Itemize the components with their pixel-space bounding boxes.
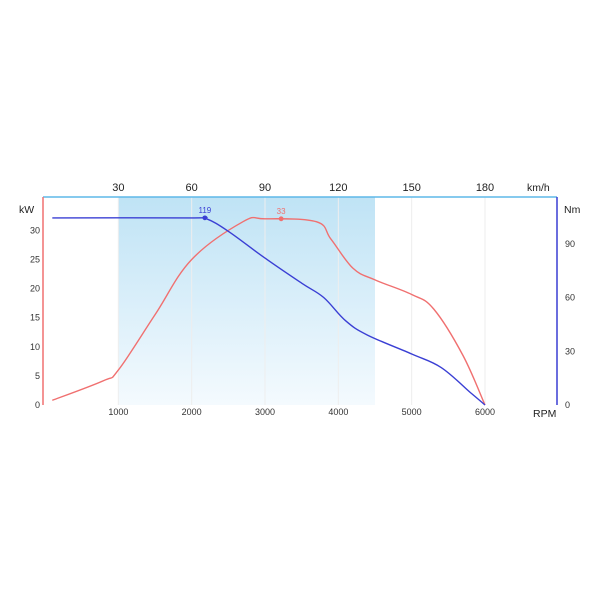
labels-layer: kW Nm km/h RPM 0 5 10 15 20 25 30 0 30 60 90 1000 2000 30… <box>19 182 581 420</box>
top-axis-tick-label: 120 <box>329 182 347 194</box>
right-axis-unit: Nm <box>564 204 581 216</box>
x-axis-tick-label: 1000 <box>108 407 128 417</box>
power-curve <box>52 216 486 406</box>
series-layer <box>52 215 486 406</box>
axes-layer <box>42 196 558 405</box>
right-axis-tick-label: 60 <box>565 293 575 303</box>
power-peak-marker <box>278 216 284 222</box>
top-axis-tick-label: 150 <box>402 182 420 194</box>
left-axis-tick-label: 20 <box>30 284 40 294</box>
x-axis-tick-label: 4000 <box>328 407 348 417</box>
left-axis-tick-label: 15 <box>30 313 40 323</box>
top-axis-tick-label: 180 <box>476 182 494 194</box>
left-axis-tick-label: 25 <box>30 255 40 265</box>
x-axis-tick-label: 6000 <box>475 407 495 417</box>
x-axis-unit: RPM <box>533 408 556 420</box>
x-axis-tick-label: 3000 <box>255 407 275 417</box>
x-axis-tick-label: 2000 <box>182 407 202 417</box>
highlight-band <box>118 197 375 405</box>
top-axis-tick-label: 90 <box>259 182 271 194</box>
left-axis-tick-label: 10 <box>30 342 40 352</box>
right-axis-tick-label: 0 <box>565 400 570 410</box>
left-axis-tick-label: 0 <box>35 400 40 410</box>
torque-peak-label: 119 <box>198 206 211 215</box>
power-peak-label: 33 <box>277 207 286 216</box>
left-axis-tick-label: 30 <box>30 225 40 235</box>
top-axis-tick-label: 60 <box>186 182 198 194</box>
top-axis-tick-label: 30 <box>112 182 124 194</box>
torque-peak-marker <box>202 215 208 221</box>
highlight-band-layer <box>118 197 375 405</box>
x-axis-tick-label: 5000 <box>402 407 422 417</box>
left-axis-tick-label: 5 <box>35 371 40 381</box>
top-axis-unit: km/h <box>527 182 550 194</box>
right-axis-tick-label: 30 <box>565 346 575 356</box>
left-axis-unit: kW <box>19 204 34 216</box>
right-axis-tick-label: 90 <box>565 239 575 249</box>
